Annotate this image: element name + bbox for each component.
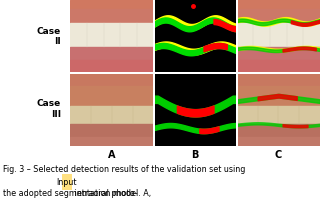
Text: Input: Input — [57, 178, 77, 187]
Text: II: II — [54, 37, 61, 46]
Bar — [70, 73, 154, 86]
Text: Fig. 3 – Selected detection results of the validation set using: Fig. 3 – Selected detection results of t… — [3, 165, 245, 174]
Bar — [70, 60, 154, 73]
Bar — [70, 47, 154, 60]
Bar — [70, 86, 154, 106]
Bar — [70, 124, 154, 137]
Text: intraoral photo-: intraoral photo- — [72, 189, 137, 198]
Bar — [237, 124, 320, 137]
Bar — [237, 137, 320, 146]
Bar — [237, 0, 320, 9]
Text: B: B — [191, 150, 199, 160]
Text: III: III — [51, 110, 61, 119]
Bar — [70, 23, 154, 47]
Bar — [70, 137, 154, 146]
Bar — [237, 86, 320, 106]
Bar — [237, 9, 320, 23]
Bar — [70, 106, 154, 124]
Text: Case: Case — [36, 99, 61, 108]
Bar — [237, 60, 320, 73]
Bar — [237, 23, 320, 47]
Bar — [237, 106, 320, 124]
Text: A: A — [108, 150, 116, 160]
Bar — [70, 9, 154, 23]
Text: the adopted segmentation model. A,: the adopted segmentation model. A, — [3, 189, 154, 198]
Bar — [237, 47, 320, 60]
Bar — [70, 0, 154, 9]
Text: Case: Case — [36, 27, 61, 36]
Text: C: C — [275, 150, 282, 160]
Bar — [237, 73, 320, 86]
